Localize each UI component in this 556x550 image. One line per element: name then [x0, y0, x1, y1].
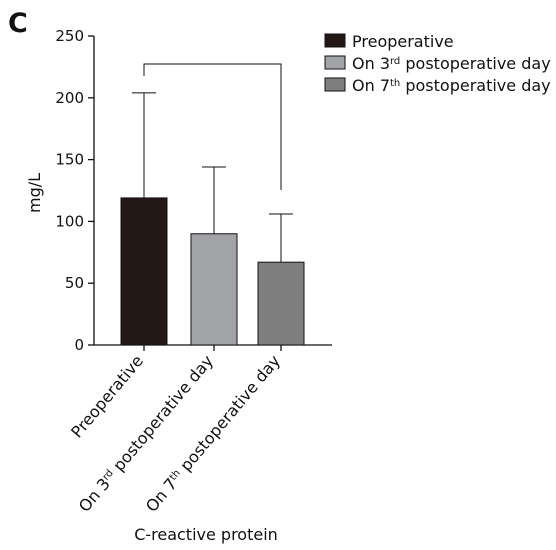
legend-label: Preoperative: [352, 32, 454, 51]
y-tick-label: 0: [74, 336, 84, 354]
y-tick-label: 200: [55, 89, 84, 107]
y-axis-title: mg/L: [25, 173, 44, 213]
legend: Preoperative On 3rd postoperative day On 7…: [324, 32, 551, 95]
bar: [120, 197, 168, 346]
bars: [120, 197, 305, 346]
panel-label: C: [8, 8, 28, 39]
x-axis-title: C-reactive protein: [134, 525, 278, 544]
legend-swatch: [324, 55, 346, 70]
bar: [190, 233, 238, 346]
y-tick-label: 100: [55, 212, 84, 230]
bar: [257, 261, 305, 346]
x-tick-label: On 3rd postoperative day: [75, 351, 217, 515]
legend-swatch: [324, 77, 346, 92]
y-tick-label: 50: [65, 274, 84, 292]
error-bars: [132, 92, 293, 263]
y-tick-label: 250: [55, 27, 84, 45]
legend-label: On 3rd postoperative day: [352, 54, 551, 73]
y-tick-label: 150: [55, 151, 84, 169]
x-tick-label: On 7th postoperative day: [142, 351, 284, 515]
x-tick-label: Preoperative: [67, 351, 147, 441]
legend-swatch: [324, 33, 346, 48]
y-axis: 0 50 100 150 200 250: [55, 27, 95, 354]
bracket-line: [143, 63, 282, 190]
legend-label: On 7th postoperative day: [352, 76, 551, 95]
significance-bracket: [143, 63, 282, 190]
